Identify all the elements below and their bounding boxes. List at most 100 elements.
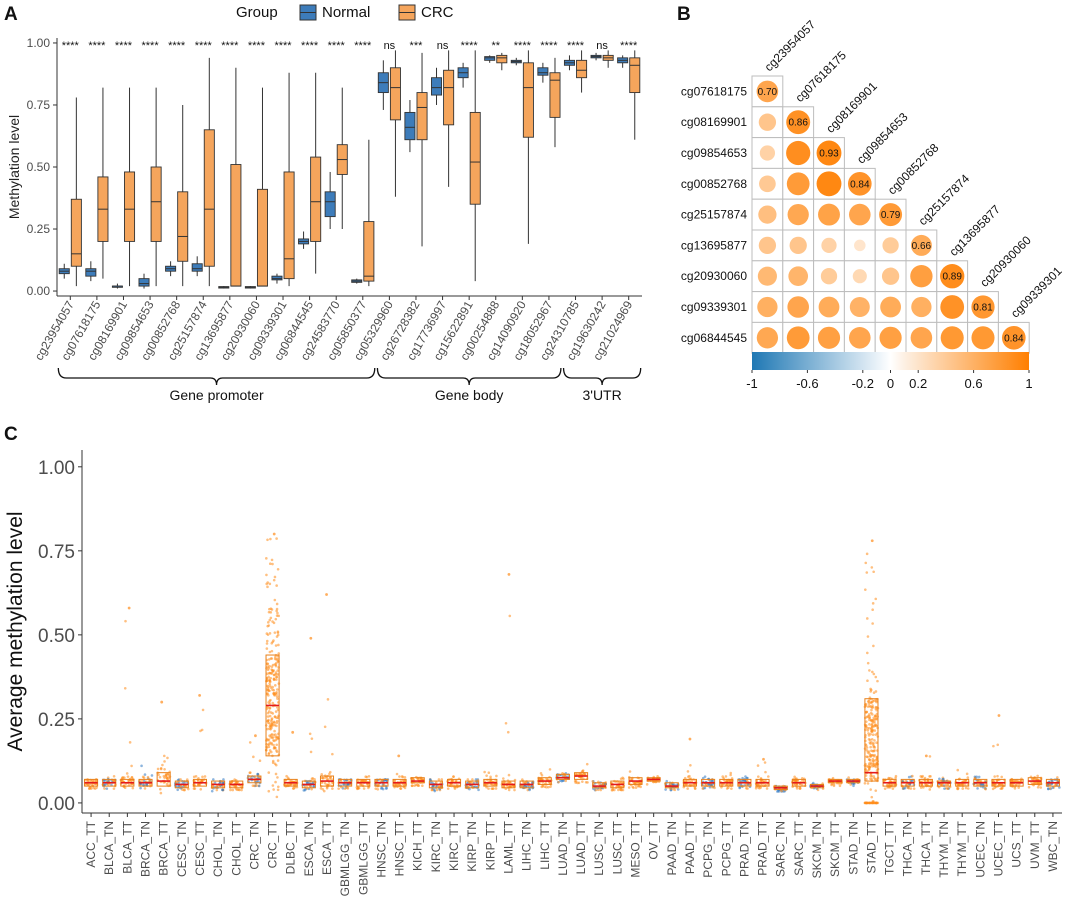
c-point	[703, 775, 707, 778]
c-point	[872, 720, 875, 724]
c-point	[410, 784, 414, 788]
c-point	[872, 570, 875, 574]
b-correlation-circle	[786, 110, 811, 135]
c-point	[123, 686, 127, 690]
c-point	[869, 801, 873, 805]
c-point	[272, 621, 276, 625]
a-significance-label: ****	[567, 40, 585, 52]
c-point	[274, 655, 277, 659]
c-point	[864, 801, 867, 805]
b-colorbar-label: 0.6	[965, 376, 983, 391]
c-point	[162, 754, 166, 758]
c-point	[238, 788, 241, 792]
c-point	[891, 787, 895, 790]
c-box	[864, 698, 879, 782]
c-point	[907, 775, 911, 779]
c-x-tick-label: BRCA_TN	[139, 821, 153, 877]
b-diagonal-value: 0.79	[881, 210, 901, 221]
a-significance-label: ****	[195, 40, 213, 52]
panel-a-boxplot: 0.00 0.25 0.50 0.75 1.00 Methylation level Gro…	[6, 4, 642, 403]
b-diagonal-value: 0.93	[819, 149, 839, 160]
c-point	[1048, 786, 1052, 790]
c-point	[634, 786, 638, 789]
c-point	[269, 616, 273, 620]
c-point	[1036, 774, 1039, 778]
c-point	[875, 741, 878, 745]
c-point	[165, 776, 169, 780]
a-legend-title: Group	[236, 4, 278, 21]
c-point	[688, 774, 691, 778]
c-point	[275, 658, 278, 661]
c-point	[163, 767, 166, 771]
c-point	[270, 725, 273, 728]
panel-c-boxplot: 0.00 0.25 0.50 0.75 1.00 Average methylation …	[4, 450, 1062, 896]
c-point	[867, 732, 870, 735]
c-point	[275, 750, 279, 754]
a-significance-label: ****	[274, 40, 292, 52]
c-point	[864, 774, 868, 777]
c-point	[124, 619, 127, 623]
c-point	[385, 779, 388, 782]
b-colorbar-label: 0	[887, 376, 894, 391]
a-box-crc	[310, 156, 322, 242]
b-correlation-circle	[787, 296, 809, 318]
c-point	[277, 652, 281, 655]
c-point	[911, 774, 914, 778]
c-point	[1000, 783, 1003, 786]
b-correlation-circle	[910, 234, 932, 256]
c-point	[871, 733, 875, 736]
c-y-tick-label: 0.50	[38, 626, 75, 647]
c-point	[362, 787, 366, 790]
c-point	[873, 714, 877, 718]
c-point	[928, 755, 932, 758]
c-point	[683, 776, 687, 780]
c-point	[487, 771, 491, 775]
c-point	[270, 608, 274, 611]
c-box	[664, 782, 679, 789]
a-significance-label: ****	[248, 40, 266, 52]
c-point	[274, 671, 278, 674]
c-point	[868, 723, 871, 726]
c-point	[159, 791, 163, 795]
c-point	[276, 706, 279, 709]
c-x-tick-label: KIRP_TN	[465, 821, 479, 872]
c-point	[867, 702, 871, 705]
b-correlation-circle	[940, 326, 964, 350]
c-point	[874, 789, 878, 792]
c-point	[867, 713, 871, 716]
a-box-crc	[522, 62, 534, 138]
c-point	[210, 789, 214, 793]
c-point	[764, 770, 767, 774]
c-point	[867, 738, 871, 741]
b-row-label: cg07618175	[681, 84, 747, 98]
c-point	[874, 690, 878, 693]
b-correlation-circle	[854, 239, 866, 252]
c-point	[483, 770, 486, 774]
c-point	[871, 801, 875, 805]
c-box	[410, 777, 425, 784]
c-x-tick-label: KIRC_TT	[447, 820, 461, 871]
c-point	[105, 787, 109, 790]
c-point	[166, 756, 169, 760]
c-point	[273, 721, 276, 724]
c-point	[619, 777, 623, 781]
c-point	[764, 779, 767, 783]
a-significance-label: ****	[620, 40, 638, 52]
c-point	[1017, 786, 1021, 789]
c-point	[433, 789, 437, 793]
c-point	[874, 724, 878, 728]
c-point	[599, 788, 603, 792]
c-point	[802, 779, 806, 783]
c-point	[272, 578, 276, 582]
c-point	[832, 783, 836, 786]
c-point	[976, 787, 979, 790]
panel-letter-c: C	[4, 424, 18, 445]
b-row-label: cg09339301	[681, 300, 747, 314]
c-point	[656, 774, 659, 778]
c-x-tick-label: PCPG_TN	[701, 821, 715, 878]
c-x-tick-label: BRCA_TT	[157, 820, 171, 875]
a-y-tick-label: 0.00	[27, 284, 51, 298]
c-point	[757, 775, 760, 778]
c-point	[201, 775, 204, 779]
c-point	[413, 784, 416, 787]
